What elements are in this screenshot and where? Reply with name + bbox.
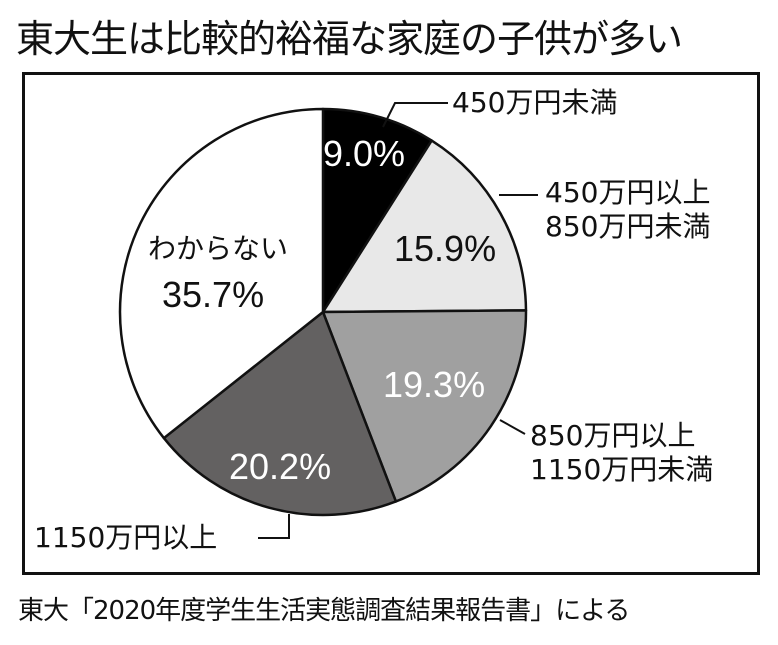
slice-label-2-line1: 850万円以上 (530, 419, 696, 452)
slice-label-1-line2: 850万円未満 (545, 210, 711, 243)
source-note: 東大「2020年度学生生活実態調査結果報告書」による (18, 596, 630, 626)
pie-slice-3 (162, 310, 398, 517)
slice-label-4-line1: わからない (148, 232, 289, 265)
pie-slice-4 (118, 107, 325, 440)
slice-label-3: 1150万円以上 (34, 521, 217, 555)
slice-pct-0: 9.0% (323, 133, 406, 174)
slice-label-1-line1: 450万円以上 (545, 176, 711, 209)
leader-line-slice-2 (499, 419, 526, 435)
slice-pct-3: 20.2% (229, 446, 332, 487)
slice-label-4: わからない (148, 232, 288, 266)
slice-label-0-line1: 450万円未満 (452, 86, 618, 119)
slice-pct-2: 19.3% (383, 364, 486, 405)
leader-line-slice-0 (382, 102, 448, 128)
slice-pct-1: 15.9% (394, 228, 497, 269)
leader-line-slice-3 (258, 514, 290, 539)
chart-title: 東大生は比較的裕福な家庭の子供が多い (16, 17, 683, 61)
pie-slice-0 (321, 107, 433, 314)
slice-label-2-line2: 1150万円未満 (530, 453, 714, 486)
slice-label-0: 450万円未満 (452, 86, 617, 120)
slice-label-2: 850万円以上 1150万円未満 (530, 419, 713, 487)
slice-label-3-line1: 1150万円以上 (34, 521, 218, 554)
slice-pct-4: 35.7% (162, 274, 265, 315)
pie-slice-1 (321, 139, 528, 314)
pie-slice-2 (321, 309, 528, 503)
slice-label-1: 450万円以上 850万円未満 (545, 176, 710, 244)
